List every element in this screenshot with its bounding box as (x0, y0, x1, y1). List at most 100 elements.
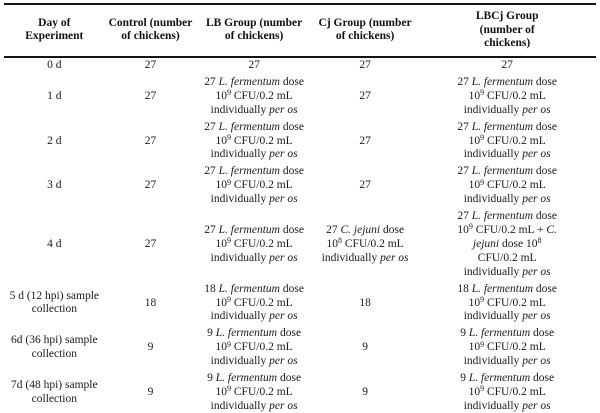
group-cell: 27 (359, 89, 371, 102)
table-row: 1 d 27 27 L. fermentum dose 109 CFU/0.2 mL i… (4, 74, 596, 119)
species-name: L. fermentum (471, 120, 534, 133)
text-segment: 10 (468, 179, 481, 192)
text-segment: 27 (204, 223, 219, 236)
text-segment: dose (277, 327, 302, 340)
superscript: 9 (480, 339, 485, 349)
text-line: 108 CFU/0.2 mL (313, 236, 418, 252)
text-segment: 27 (204, 165, 219, 178)
group-cell: 27 (144, 89, 157, 102)
text-segment: individually (321, 251, 381, 264)
text-line: 109 CFU/0.2 mL (419, 178, 595, 193)
text-line: individually per os (419, 104, 595, 118)
text-segment: 27 (457, 75, 472, 88)
text-segment: 10 (215, 385, 228, 398)
species-name: L. fermentum (471, 210, 534, 223)
text-line: individually per os (419, 310, 595, 324)
text-line: Experiment (25, 30, 84, 43)
text-segment: 27 (457, 210, 472, 223)
column-header-0: Day of Experiment (4, 4, 105, 57)
species-name: per os (269, 399, 298, 412)
species-name: L. fermentum (218, 120, 280, 133)
species-name: L. fermentum (471, 282, 534, 295)
text-line: 9 L. fermentum dose (419, 372, 595, 386)
day-cell: 1 d (47, 89, 62, 102)
superscript: 9 (227, 133, 231, 143)
text-line: 27 L. fermentum dose (419, 165, 595, 179)
day-cell: 2 d (47, 134, 62, 147)
group-cell: 27 (359, 134, 371, 147)
group-cell: 9 L. fermentum dose 109 CFU/0.2 mL individ… (196, 371, 311, 413)
superscript: 9 (227, 177, 231, 187)
text-segment: CFU/0.2 mL (231, 134, 293, 147)
text-segment: 27 (457, 165, 472, 178)
text-segment: 10 (215, 296, 228, 309)
text-line: 109 CFU/0.2 mL (419, 88, 595, 104)
text-line: 27 L. fermentum dose (197, 224, 310, 238)
superscript: 9 (227, 384, 231, 394)
group-cell: 27 (501, 59, 513, 71)
text-segment: individually (210, 251, 270, 264)
text-segment: 18 (204, 282, 219, 295)
text-line: individually per os (197, 148, 310, 162)
text-line: 109 CFU/0.2 mL (197, 236, 310, 252)
text-segment: dose (380, 223, 405, 236)
group-cell: 27 L. fermentum dose 109 CFU/0.2 mL indivi… (196, 74, 311, 119)
text-segment: 27 (204, 75, 219, 88)
species-name: L. fermentum (218, 165, 280, 178)
text-segment: CFU/0.2 mL (484, 296, 546, 309)
day-cell: 5 d (12 hpi) sample collection (9, 289, 100, 316)
table-row: 6d (36 hpi) sample collection 9 9 L. ferme… (4, 326, 596, 371)
text-segment: dose (533, 120, 558, 133)
text-segment: dose (279, 165, 304, 178)
group-cell: 9 (362, 341, 368, 354)
text-line: of chickens) (121, 30, 180, 43)
text-segment: 10 (468, 385, 481, 398)
group-cell: 9 L. fermentum dose 109 CFU/0.2 mL individ… (196, 326, 311, 371)
text-line: 27 L. fermentum dose (197, 165, 310, 179)
group-cell: 9 L. fermentum dose 109 CFU/0.2 mL individ… (418, 371, 596, 413)
group-cell: 27 (248, 59, 260, 71)
species-name: per os (522, 265, 551, 278)
text-segment: 9 (207, 372, 216, 385)
text-line: Cj Group (number (318, 16, 412, 29)
group-cell: 27 L. fermentum dose 109 CFU/0.2 mL indivi… (196, 209, 311, 282)
superscript: 9 (227, 236, 231, 246)
table-row: 5 d (12 hpi) sample collection 18 18 L. fe… (4, 281, 596, 326)
text-segment: individually (463, 265, 523, 278)
text-segment: individually (463, 193, 523, 206)
text-segment: individually (210, 355, 270, 368)
text-segment: 10 (215, 341, 228, 354)
species-name: per os (269, 251, 298, 264)
text-segment: 10 (468, 341, 481, 354)
superscript: 9 (227, 88, 231, 98)
column-header-1: Control (number of chickens) (105, 4, 197, 57)
text-line: 27 L. fermentum dose (419, 210, 595, 224)
text-segment: 27 (326, 223, 341, 236)
text-segment: individually (463, 310, 523, 323)
text-segment: CFU/0.2 mL (484, 134, 546, 147)
text-line: Day of (38, 16, 71, 29)
text-segment: 10 (468, 134, 481, 147)
superscript: 9 (468, 222, 473, 232)
species-name: per os (269, 355, 298, 368)
text-line: 109 CFU/0.2 mL (419, 384, 595, 400)
group-cell: 9 (362, 385, 368, 398)
table-row: 0 d 27 27 27 27 (4, 57, 596, 75)
text-segment: CFU/0.2 mL (484, 341, 546, 354)
text-line: 109 CFU/0.2 mL (419, 295, 595, 311)
text-line: 109 CFU/0.2 mL (197, 88, 310, 104)
text-segment: individually (210, 399, 270, 412)
text-segment: 10 (215, 89, 228, 102)
text-line: (number of (479, 23, 535, 36)
species-name: per os (522, 103, 551, 116)
species-name: L. fermentum (218, 223, 280, 236)
text-line: 18 L. fermentum dose (419, 283, 595, 297)
text-line: 27 L. fermentum dose (419, 121, 595, 135)
text-segment: CFU/0.2 mL (484, 385, 546, 398)
day-cell: 0 d (47, 59, 62, 71)
text-segment: 10 (215, 237, 228, 250)
group-cell: 18 L. fermentum dose 109 CFU/0.2 mL indivi… (196, 281, 311, 326)
text-line: individually per os (419, 355, 595, 369)
species-name: per os (269, 103, 298, 116)
text-segment: 27 (204, 120, 219, 133)
